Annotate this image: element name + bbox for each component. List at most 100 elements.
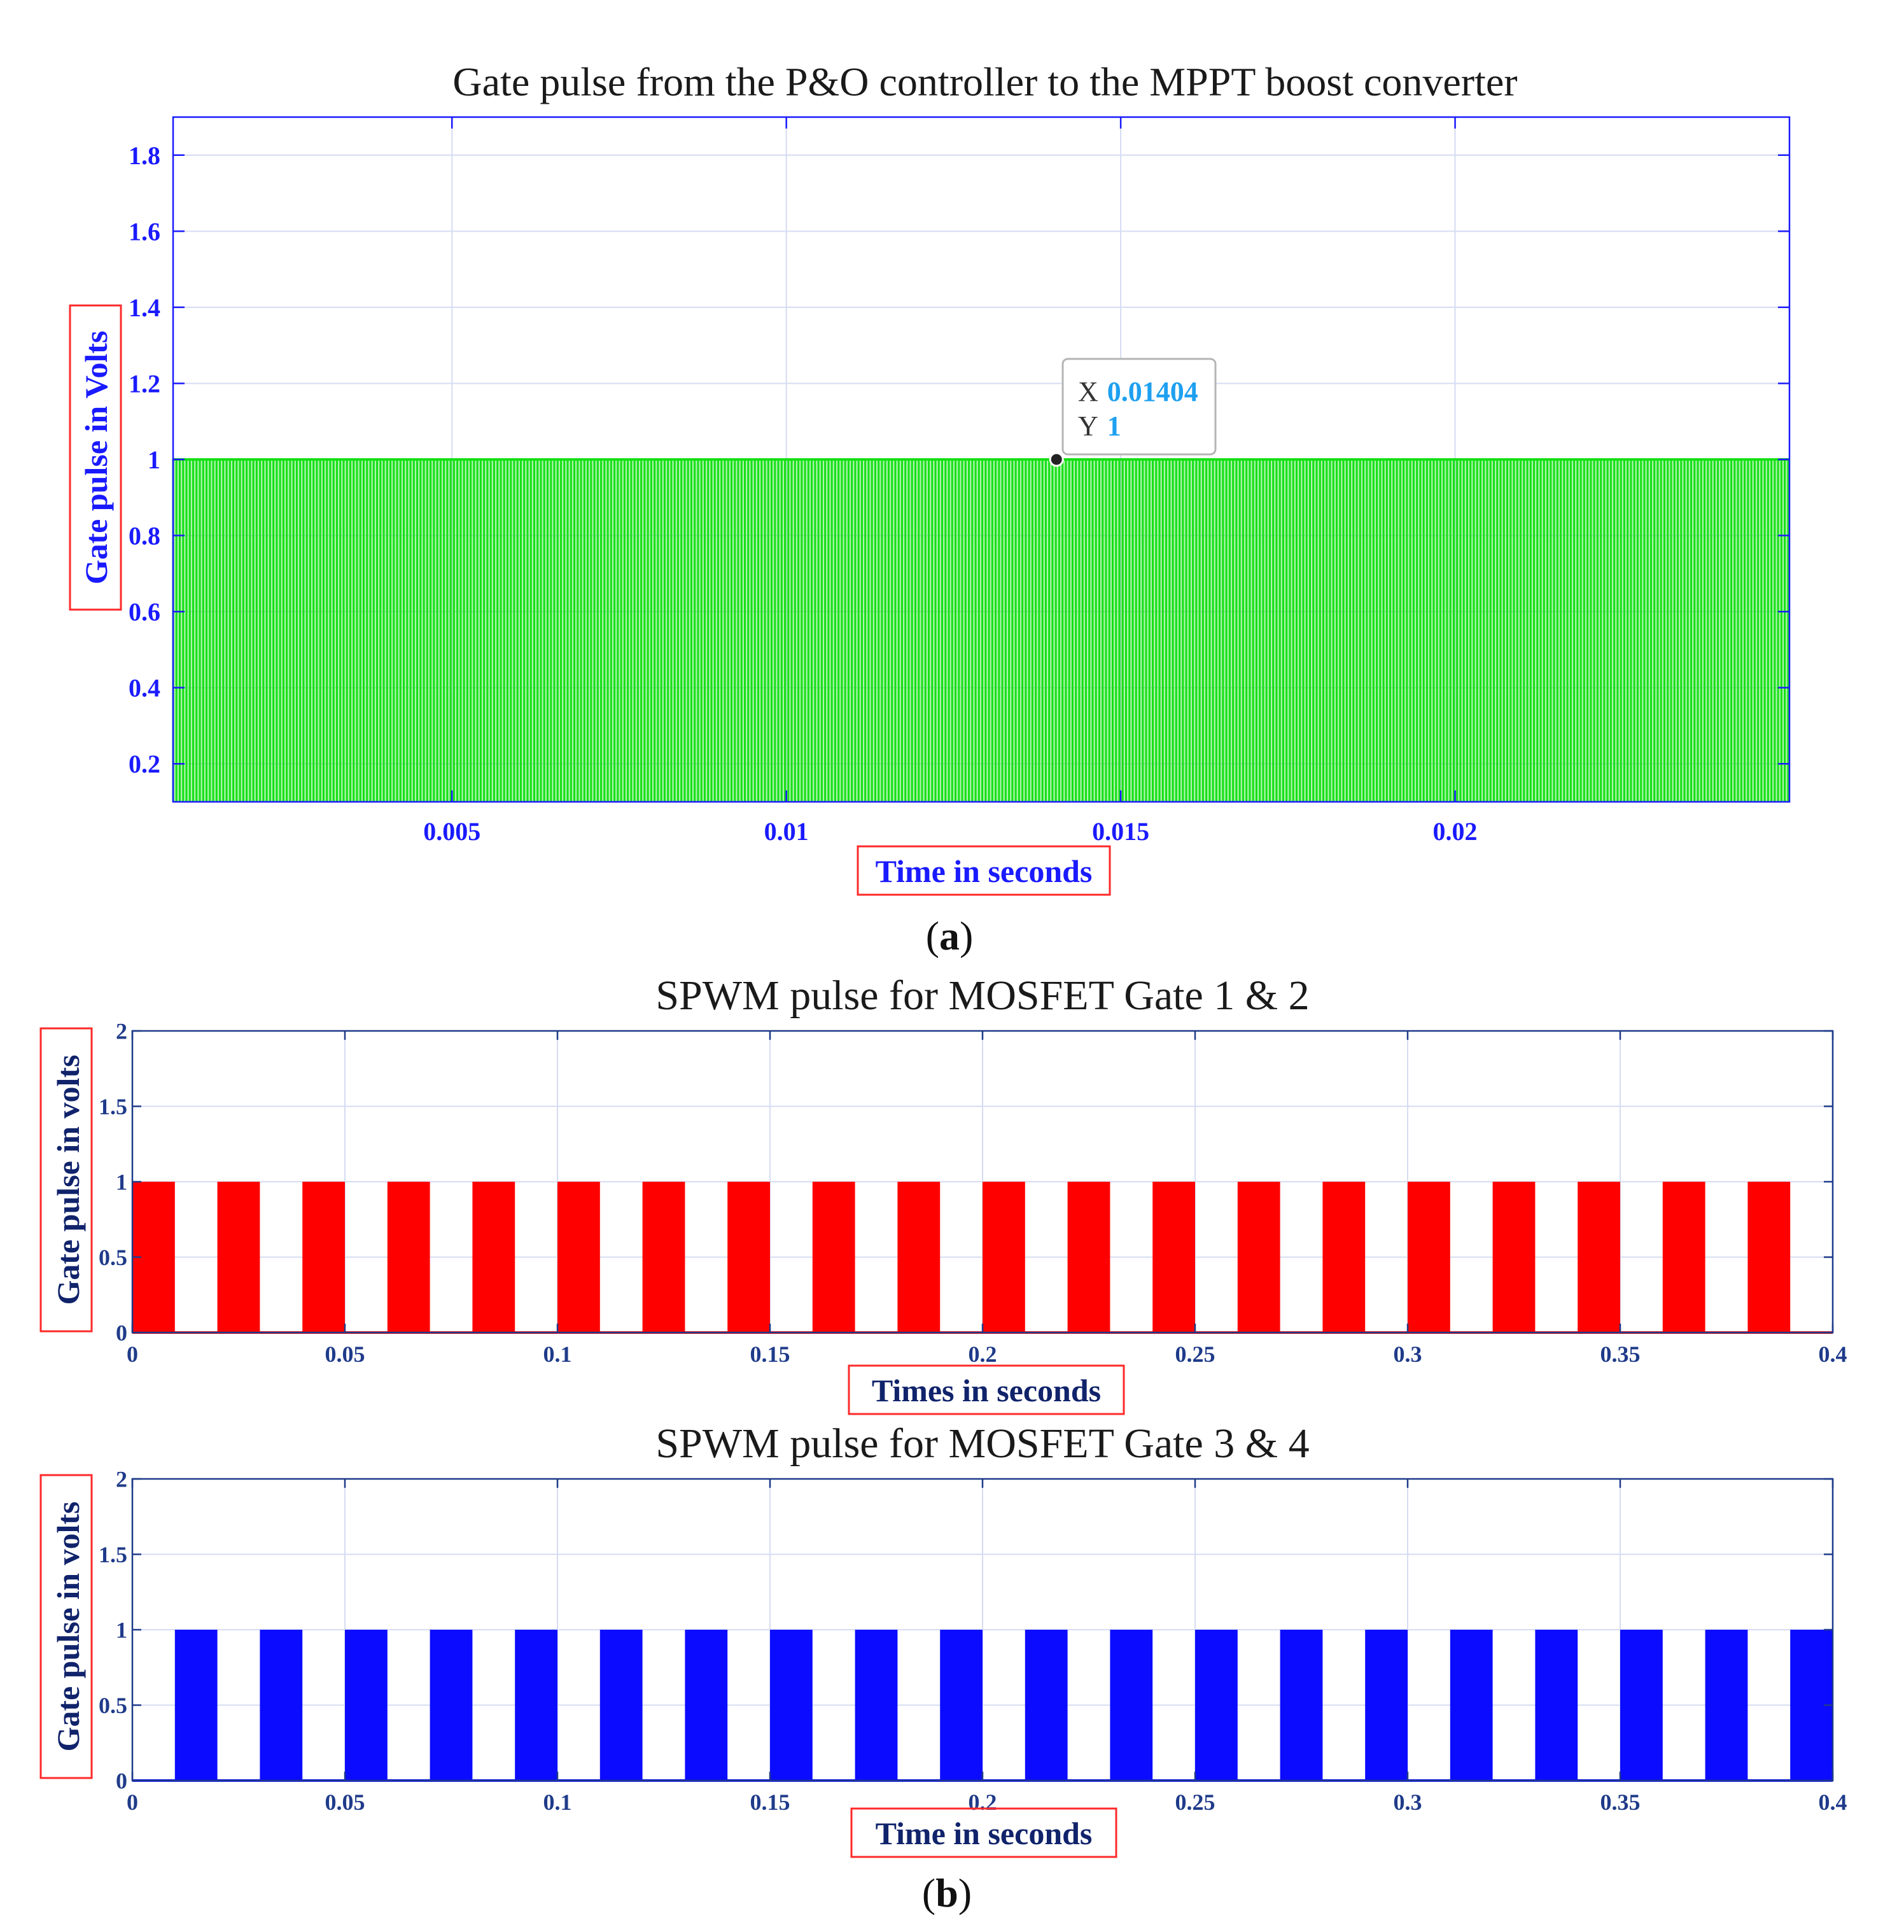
y-tick-label: 1.5 (99, 1542, 127, 1567)
datatip-y-value: 1 (1107, 410, 1121, 442)
x-axis-ticks: 0 0.05 0.1 0.15 0.2 0.25 0.3 0.35 0.4 (127, 1479, 1847, 1815)
pulse (302, 1182, 345, 1333)
pulse (345, 1630, 388, 1781)
x-tick-label: 0.3 (1394, 1789, 1422, 1815)
pulse (1110, 1630, 1153, 1781)
x-tick-label: 0.15 (750, 1789, 790, 1815)
x-tick-label: 0.1 (543, 1341, 572, 1367)
pulse (1492, 1182, 1536, 1333)
y-axis-label: Gate pulse in Volts (78, 331, 114, 585)
pulse (174, 1630, 218, 1781)
x-tick-label: 0.4 (1819, 1789, 1847, 1815)
x-tick-label: 0 (127, 1789, 138, 1815)
x-tick-label: 0.05 (325, 1341, 365, 1367)
y-tick-label: 0.2 (129, 750, 160, 778)
pulse (1280, 1630, 1323, 1781)
caption-b: (b) (922, 1870, 972, 1915)
x-tick-label: 0.005 (423, 817, 480, 846)
pulse (1747, 1182, 1791, 1333)
datatip-y-label: Y (1078, 410, 1098, 442)
datatip-x-value: 0.01404 (1107, 376, 1198, 407)
x-axis-ticks: 0.005 0.01 0.015 0.02 (423, 117, 1478, 846)
pulse-train-blue (132, 1630, 1833, 1782)
x-tick-label: 0.05 (325, 1789, 365, 1815)
pulse (727, 1182, 770, 1333)
datatip-box (1061, 358, 1217, 456)
y-tick-label: 1.6 (129, 217, 160, 246)
x-tick-label: 0.35 (1600, 1789, 1641, 1815)
x-axis-label: Times in seconds (872, 1373, 1101, 1408)
x-tick-label: 0.02 (1433, 817, 1478, 846)
y-tick-label: 0 (116, 1320, 127, 1346)
pulse (855, 1630, 898, 1781)
y-tick-label: 1.4 (129, 293, 160, 322)
y-tick-label: 1 (116, 1170, 127, 1195)
pulse (387, 1182, 430, 1333)
chart-title: SPWM pulse for MOSFET Gate 3 & 4 (655, 1420, 1309, 1467)
pulse (897, 1182, 941, 1333)
y-axis-ticks: 0.2 0.4 0.6 0.8 1 1.2 1.4 1.6 1.8 (129, 141, 1789, 778)
pulse (1705, 1630, 1748, 1781)
x-tick-label: 0.2 (969, 1789, 997, 1815)
svg-text:Y1: Y1 (1078, 410, 1121, 442)
chart-spwm-gate-1-2: SPWM pulse for MOSFET Gate 1 & 2 0 0.5 1 1.… (39, 972, 1847, 1415)
chart-gate-pulse-mppt: Gate pulse from the P&O controller to th… (69, 59, 1791, 958)
ylabel-box (39, 1027, 93, 1333)
x-tick-label: 0.4 (1819, 1341, 1847, 1367)
xlabel-box (850, 1807, 1117, 1858)
y-axis-label: Gate pulse in volts (50, 1054, 86, 1305)
pulse (1365, 1630, 1408, 1781)
x-tick-label: 0.3 (1394, 1341, 1422, 1367)
x-axis-label: Time in seconds (876, 853, 1093, 889)
x-tick-label: 0.01 (764, 817, 809, 846)
pulse (1662, 1182, 1705, 1333)
y-tick-label: 1.5 (99, 1094, 127, 1119)
pulse (430, 1630, 473, 1781)
caption-b-letter: b (935, 1870, 958, 1915)
y-tick-label: 0.8 (129, 522, 160, 550)
y-tick-label: 1.2 (129, 369, 160, 398)
pulse (770, 1630, 813, 1781)
chart-spwm-gate-3-4: SPWM pulse for MOSFET Gate 3 & 4 0 0.5 1 1.… (39, 1420, 1847, 1915)
y-tick-label: 0.5 (99, 1693, 127, 1718)
y-tick-label: 1.8 (129, 141, 160, 170)
caption-a: (a) (926, 913, 974, 958)
pulse (260, 1630, 303, 1781)
svg-text:X0.01404: X 0.01404 (1078, 376, 1198, 407)
pulse (1620, 1630, 1663, 1781)
pulse (515, 1630, 557, 1781)
xlabel-box (848, 1364, 1125, 1415)
pulse (1322, 1182, 1366, 1333)
y-axis-ticks: 0 0.5 1 1.5 2 (99, 1019, 1833, 1346)
x-tick-label: 0.15 (750, 1341, 790, 1367)
pulse (472, 1182, 515, 1333)
caption-a-letter: a (939, 913, 960, 958)
pulse (1578, 1182, 1620, 1333)
y-tick-label: 2 (116, 1467, 127, 1492)
pulse (1450, 1630, 1493, 1781)
datatip-x-label: X (1078, 376, 1098, 407)
pulse (1152, 1182, 1195, 1333)
y-tick-label: 0.5 (99, 1245, 127, 1270)
chart-title: Gate pulse from the P&O controller to th… (452, 59, 1517, 104)
x-tick-label: 0.35 (1600, 1341, 1641, 1367)
pulse (642, 1182, 685, 1333)
x-tick-label: 0 (127, 1341, 138, 1367)
x-tick-label: 0.2 (969, 1341, 997, 1367)
datatip-marker (1049, 452, 1064, 467)
pulse (685, 1630, 728, 1781)
pulse (1237, 1182, 1280, 1333)
y-tick-label: 1 (148, 445, 160, 474)
pulse (599, 1630, 643, 1781)
y-tick-label: 1 (116, 1618, 127, 1643)
pulse (1067, 1182, 1110, 1333)
x-tick-label: 0.015 (1092, 817, 1149, 846)
y-axis-label: Gate pulse in volts (50, 1501, 86, 1751)
pulse (217, 1182, 260, 1333)
y-tick-label: 0.6 (129, 598, 160, 626)
pulse (1408, 1182, 1450, 1333)
pulse (812, 1182, 855, 1333)
pulse (1195, 1630, 1238, 1781)
